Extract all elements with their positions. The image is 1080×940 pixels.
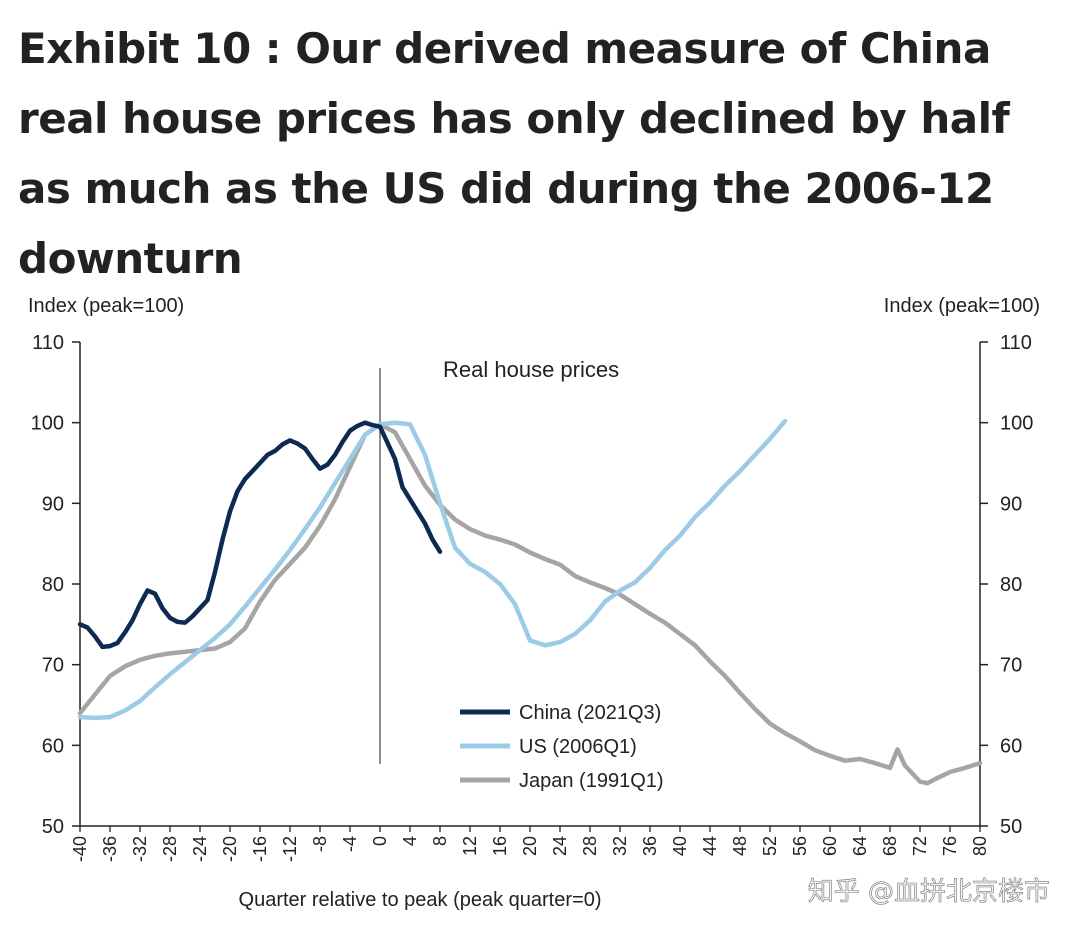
x-tick-label: 64 bbox=[850, 836, 870, 856]
x-tick-label: 28 bbox=[580, 836, 600, 856]
y-tick-label-left: 50 bbox=[42, 816, 64, 838]
x-tick-label: 76 bbox=[940, 836, 960, 856]
x-tick-label: 24 bbox=[550, 836, 570, 856]
legend-label-japan: Japan (1991Q1) bbox=[519, 770, 664, 792]
x-tick-label: -36 bbox=[100, 836, 120, 862]
y-tick-label-left: 80 bbox=[42, 574, 64, 596]
x-tick-label: -40 bbox=[70, 836, 90, 862]
x-tick-label: 16 bbox=[490, 836, 510, 856]
x-tick-label: -28 bbox=[160, 836, 180, 862]
x-tick-label: -8 bbox=[310, 836, 330, 852]
x-tick-label: 0 bbox=[370, 836, 390, 846]
x-tick-label: 48 bbox=[730, 836, 750, 856]
x-tick-label: 4 bbox=[400, 836, 420, 846]
legend-label-us: US (2006Q1) bbox=[519, 736, 637, 758]
x-tick-label: 56 bbox=[790, 836, 810, 856]
legend-label-china: China (2021Q3) bbox=[519, 702, 661, 724]
series-lines bbox=[77, 418, 983, 786]
x-tick-label: 12 bbox=[460, 836, 480, 856]
series-line-china bbox=[77, 420, 443, 650]
x-tick-label: 32 bbox=[610, 836, 630, 856]
chart-annotation: Real house prices bbox=[443, 357, 619, 382]
x-tick-label: 20 bbox=[520, 836, 540, 856]
y-axis-label-left: Index (peak=100) bbox=[28, 295, 184, 317]
x-tick-label: 60 bbox=[820, 836, 840, 856]
x-tick-label: -32 bbox=[130, 836, 150, 862]
watermark: 知乎 @血拼北京楼市 bbox=[808, 877, 1050, 907]
y-tick-label-right: 90 bbox=[1000, 493, 1022, 515]
y-ticks-left: 50 60 70 80 90 100 110 bbox=[31, 332, 80, 838]
y-tick-label-left: 90 bbox=[42, 493, 64, 515]
x-tick-label: 36 bbox=[640, 836, 660, 856]
x-tick-label: -20 bbox=[220, 836, 240, 862]
x-tick-label: 44 bbox=[700, 836, 720, 856]
y-tick-label-right: 70 bbox=[1000, 655, 1022, 677]
x-tick-label: 52 bbox=[760, 836, 780, 856]
x-tick-label: -4 bbox=[340, 836, 360, 852]
x-tick-label: 8 bbox=[430, 836, 450, 846]
y-tick-label-right: 100 bbox=[1000, 413, 1033, 435]
y-tick-label-right: 110 bbox=[1000, 332, 1032, 354]
x-tick-label: 80 bbox=[970, 836, 990, 856]
y-tick-label-left: 100 bbox=[31, 413, 64, 435]
y-tick-label-left: 70 bbox=[42, 655, 64, 677]
chart-title: Exhibit 10 : Our derived measure of Chin… bbox=[18, 24, 1010, 283]
series-line-us bbox=[77, 418, 788, 721]
y-tick-label-left: 110 bbox=[32, 332, 64, 354]
legend: China (2021Q3) US (2006Q1) Japan (1991Q1… bbox=[460, 702, 664, 792]
y-tick-label-right: 80 bbox=[1000, 574, 1022, 596]
y-axis-label-right: Index (peak=100) bbox=[884, 295, 1040, 317]
y-ticks-right: 50 60 70 80 90 100 110 bbox=[980, 332, 1033, 838]
x-tick-label: 72 bbox=[910, 836, 930, 856]
y-tick-label-left: 60 bbox=[42, 735, 64, 757]
x-tick-label: -16 bbox=[250, 836, 270, 862]
y-tick-label-right: 60 bbox=[1000, 735, 1022, 757]
x-tick-label: 68 bbox=[880, 836, 900, 856]
x-tick-label: -24 bbox=[190, 836, 210, 862]
x-tick-label: -12 bbox=[280, 836, 300, 862]
series-line-japan bbox=[77, 422, 983, 786]
x-tick-label: 40 bbox=[670, 836, 690, 856]
x-axis-label: Quarter relative to peak (peak quarter=0… bbox=[239, 889, 602, 911]
x-ticks: -40 -36 -32 -28 -24 -20 -16 -12 -8 -4 0 4 8 12 16 20 24 2… bbox=[70, 826, 990, 862]
y-tick-label-right: 50 bbox=[1000, 816, 1022, 838]
